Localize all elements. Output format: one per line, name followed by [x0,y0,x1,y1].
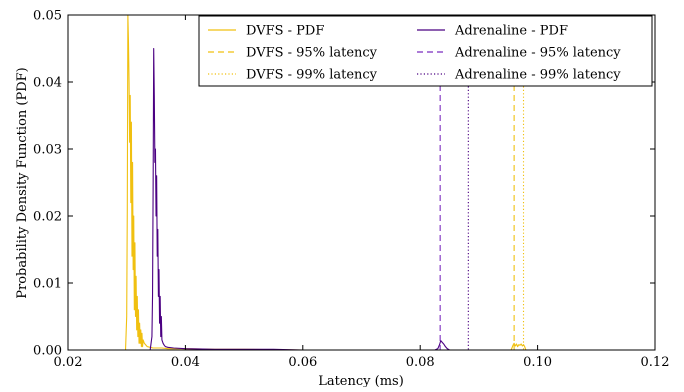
y-tick-label: 0.04 [33,76,62,91]
legend: DVFS - PDF DVFS - 95% latency DVFS - 99% l… [198,15,653,87]
x-tick-label: 0.08 [406,355,435,370]
y-tick-label: 0.03 [33,143,62,158]
x-tick-label: 0.06 [288,355,317,370]
y-axis-label: Probability Density Function (PDF) [15,67,30,298]
y-tick-label: 0.02 [33,210,62,225]
y-tick-label: 0.01 [33,277,62,292]
legend-label: Adrenaline - PDF [454,24,568,39]
axis-ticks: 0.02 0.04 0.06 0.08 0.10 0.12 0.00 0.01 0.02 0.03… [33,9,669,371]
series-line-adrenaline-pdf [149,47,655,350]
y-tick-label: 0.05 [33,9,62,24]
legend-label: Adrenaline - 95% latency [454,46,621,61]
legend-label: DVFS - PDF [246,24,324,39]
y-tick-label: 0.00 [33,344,62,359]
plot-frame [67,14,656,351]
plot-border [67,14,656,351]
series-line-dvfs-pdf [124,15,655,350]
x-tick-label: 0.10 [523,355,552,370]
x-axis-label: Latency (ms) [318,374,404,387]
legend-label: Adrenaline - 99% latency [454,68,621,83]
legend-label: DVFS - 99% latency [246,68,378,83]
x-tick-label: 0.12 [641,355,670,370]
x-tick-label: 0.02 [54,355,83,370]
legend-label: DVFS - 95% latency [246,46,378,61]
x-tick-label: 0.04 [171,355,200,370]
legend-box [198,15,653,87]
